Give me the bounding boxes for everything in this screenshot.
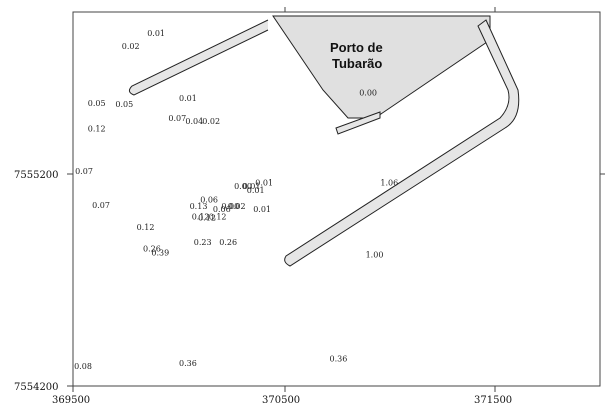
x-tick-label: 370500 [262, 395, 300, 406]
sample-value-label: 0.07 [75, 167, 93, 176]
sample-value-label: 0.05 [88, 99, 106, 108]
sample-value-label: 0.39 [151, 249, 169, 258]
y-tick-label: 7555200 [14, 170, 59, 181]
sample-value-label: 0.05 [115, 100, 133, 109]
sample-value-label: 0.26 [143, 244, 161, 253]
sample-value-label: 0.12 [192, 213, 210, 222]
sample-value-label: 0.01 [247, 186, 265, 195]
sample-value-label: 0.06 [213, 205, 231, 214]
sample-value-label: 0.36 [179, 359, 197, 368]
sample-value-label: 0.12 [137, 223, 155, 232]
sample-value-label: 0.12 [209, 213, 227, 222]
sample-value-label: 0.12 [88, 125, 106, 134]
sample-value-label: 0.01 [147, 29, 165, 38]
sample-value-label: 0.26 [219, 238, 237, 247]
sample-value-label: 0.02 [202, 117, 220, 126]
sample-value-label: 0.07 [92, 201, 110, 210]
sample-value-label: 0.00 [221, 202, 239, 211]
sample-value-label: 1.06 [380, 179, 398, 188]
sample-value-label: 0.13 [190, 202, 208, 211]
x-tick-label: 371500 [474, 395, 512, 406]
port-label-line1: Porto de [330, 40, 383, 55]
breakwater-southeast [284, 19, 520, 267]
sample-value-label: 0.08 [74, 362, 92, 371]
port-label-line2: Tubarão [332, 56, 382, 71]
sample-value-label: 0.01 [243, 182, 261, 191]
sample-value-label: 0.02 [122, 42, 140, 51]
sample-value-label: 0.12 [198, 214, 216, 223]
sample-value-label: 0.07 [168, 114, 186, 123]
sample-value-label: 0.36 [330, 355, 348, 364]
map-frame [72, 11, 601, 387]
pier-upper [335, 111, 381, 135]
x-tick-label: 369500 [52, 395, 90, 406]
y-tick-label: 7554200 [14, 382, 59, 393]
breakwater-northwest [128, 19, 269, 96]
sample-value-label: 0.02 [228, 202, 246, 211]
tick-marks [67, 7, 605, 392]
sample-value-label: 1.00 [366, 251, 384, 260]
sample-value-label: 0.01 [179, 94, 197, 103]
sample-value-label: 0.23 [194, 238, 212, 247]
sample-values: 0.010.020.010.000.05 0.050.07 0.04 0.020.12… [74, 29, 398, 371]
sample-value-label: 0.01 [253, 205, 271, 214]
sample-value-label: 0.01 [255, 179, 273, 188]
sample-value-label: 0.00 [359, 89, 377, 98]
sample-value-label: 0.00 [234, 182, 252, 191]
sample-value-label: 0.06 [200, 196, 218, 205]
sample-value-label: 0.04 [185, 117, 203, 126]
